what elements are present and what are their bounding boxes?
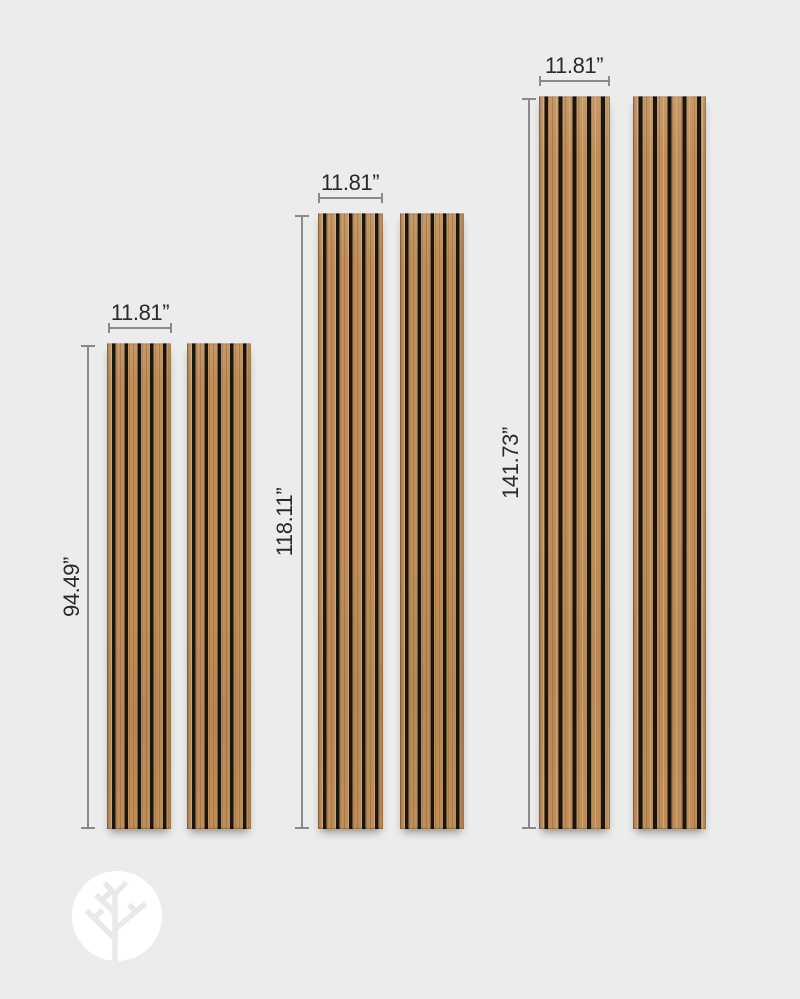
height-dimension-line-medium bbox=[295, 215, 309, 829]
width-dimension-line-medium bbox=[318, 193, 383, 203]
brand-logo bbox=[72, 871, 162, 961]
wood-slat-panel bbox=[400, 213, 464, 829]
height-dimension-label-medium: 118.11” bbox=[272, 487, 297, 557]
height-dimension-label-large: 141.73” bbox=[498, 427, 523, 499]
wood-slat-panel bbox=[107, 343, 171, 829]
wood-slat-panel bbox=[633, 96, 706, 829]
height-dimension-label-small: 94.49” bbox=[59, 557, 84, 617]
height-dimension-line-small bbox=[81, 345, 95, 829]
wood-slat-panel bbox=[318, 213, 383, 829]
width-dimension-label-medium: 11.81” bbox=[320, 170, 380, 195]
width-dimension-label-small: 11.81” bbox=[110, 300, 170, 325]
width-dimension-label-large: 11.81” bbox=[544, 53, 604, 78]
width-dimension-line-large bbox=[539, 76, 610, 86]
wood-slat-panel bbox=[539, 96, 610, 829]
wood-slat-panel bbox=[187, 343, 251, 829]
tree-icon bbox=[72, 871, 162, 961]
width-dimension-line-small bbox=[108, 323, 172, 333]
height-dimension-line-large bbox=[522, 98, 536, 829]
